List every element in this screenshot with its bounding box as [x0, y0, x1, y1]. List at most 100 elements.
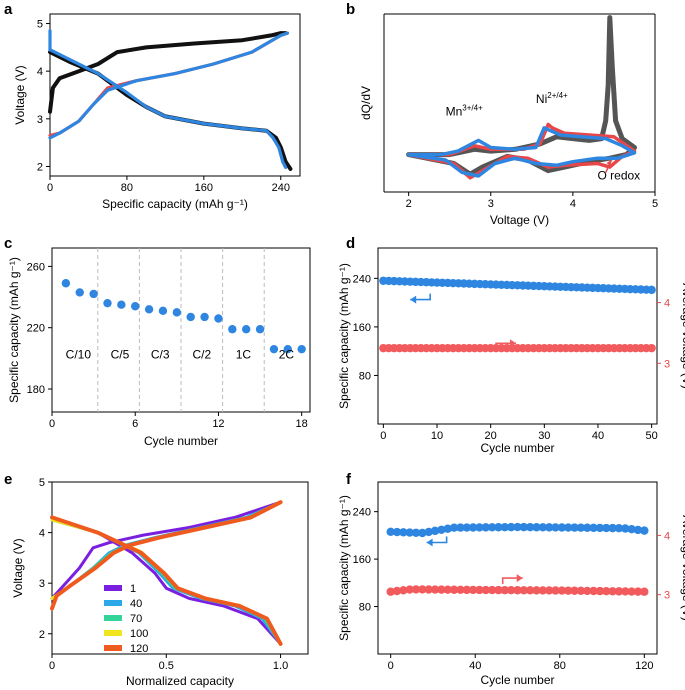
x-axis-label-a: Specific capacity (mAh g⁻¹)	[102, 197, 248, 211]
data-point-f-right	[405, 585, 414, 594]
y-tick-label-e: 5	[39, 477, 45, 489]
data-point-f-right	[538, 586, 548, 595]
y-tick-label-d: 240	[353, 273, 371, 285]
x-tick-label-d: 10	[431, 430, 443, 442]
panel-letter-b: b	[346, 1, 355, 18]
series-charge-e-1	[50, 500, 283, 600]
data-point-f-right	[545, 586, 554, 595]
data-point-f-right	[602, 586, 611, 596]
rate-label-0: C/10	[66, 347, 92, 361]
data-point-f-right	[494, 585, 503, 595]
y-tick-label-d: 80	[359, 370, 371, 382]
data-point-f-left	[392, 527, 402, 537]
data-point-f-left	[386, 527, 395, 537]
data-point-f-right	[576, 586, 586, 596]
x-tick-label-f: 120	[635, 660, 653, 672]
rate-label-2: C/3	[151, 347, 170, 361]
y-tick-label-e: 3	[39, 578, 45, 590]
panel-b-dqdv-plot: 2 3 4 5 Mn3+/4+ Ni2+/4+ O redox Voltage (V) dQ/d…	[359, 13, 658, 227]
series-line-a-blue-discharge	[48, 48, 288, 169]
data-point-f-right	[487, 585, 497, 595]
panel-d-cycling-50: 0 10 20 30 40 50 80 160 240 3 4 Cycle number Specifi…	[337, 247, 685, 455]
series-line-a-red	[48, 31, 290, 138]
data-point-f-left	[570, 523, 579, 532]
panel-f-cycling-120: 0 40 80 120 80 160 240 3 4 Cycle number Specific c…	[337, 481, 685, 687]
x-tick-label-f: 80	[554, 660, 566, 672]
series-line-a-black	[48, 31, 288, 114]
arrow-shaft-d	[495, 342, 517, 350]
data-point-f-right	[468, 585, 478, 595]
x-tick-label-e: 0.5	[159, 660, 174, 672]
data-point-c	[200, 312, 209, 322]
data-point-f-right	[570, 586, 579, 595]
data-point-f-left	[424, 527, 433, 537]
legend-label-70: 70	[130, 613, 142, 625]
data-point-f-left	[481, 523, 490, 532]
y-axis-label-a: Voltage (V)	[13, 65, 27, 124]
y-axis-label-e: Voltage (V)	[11, 538, 25, 597]
data-point-f-left	[602, 523, 611, 533]
data-point-c	[228, 325, 237, 334]
plot-frame-e	[51, 481, 309, 655]
data-point-c	[144, 305, 154, 314]
data-point-f-left	[640, 526, 649, 535]
series-discharge-e-120	[50, 515, 283, 646]
data-point-f-right	[525, 586, 535, 595]
data-point-f-right	[627, 587, 636, 596]
data-point-f-left	[525, 522, 535, 532]
y2-tick-label-d: 4	[664, 298, 670, 310]
panel-letter-a: a	[4, 1, 13, 18]
o-redox-arrow-head	[606, 159, 612, 166]
data-point-f-right	[411, 585, 421, 594]
data-point-f-right	[386, 587, 395, 596]
data-point-f-left	[500, 522, 510, 532]
y-tick-label-a: 4	[37, 66, 43, 78]
plot-frame-d	[377, 247, 658, 425]
legend-arrow-f-right	[501, 574, 523, 585]
data-point-f-left	[608, 523, 617, 533]
data-point-c	[172, 308, 182, 317]
y2-axis-label-f: Average voltage (V)	[680, 515, 685, 621]
data-point-c	[297, 344, 306, 354]
x-tick-label-c: 6	[132, 418, 138, 430]
data-point-f-left	[545, 523, 554, 532]
data-point-d-right	[647, 343, 656, 353]
panel-letter-c: c	[4, 235, 12, 252]
arrow-head-d	[410, 295, 417, 304]
plot-frame-f	[377, 481, 658, 655]
data-point-f-right	[418, 585, 427, 594]
panel-c-rate-capability: C/10 C/5 C/3 C/2 1C 2C 0 6 12 18 180 220 260 Cycle nu…	[7, 247, 311, 448]
data-point-f-right	[481, 585, 490, 595]
data-point-f-right	[430, 585, 440, 594]
arrow-head-f	[516, 574, 523, 583]
legend-arrow-d-left	[410, 293, 431, 304]
data-point-f-left	[462, 523, 471, 532]
data-point-f-right	[519, 586, 529, 595]
x-axis-label-c: Cycle number	[144, 434, 218, 448]
x-axis-label-f: Cycle number	[480, 673, 554, 687]
x-tick-label-c: 12	[212, 418, 224, 430]
data-point-f-left	[506, 522, 516, 532]
y2-tick-label-f: 3	[664, 590, 670, 602]
data-point-f-right	[500, 585, 510, 595]
y-tick-label-c: 260	[27, 261, 45, 273]
data-point-f-left	[399, 528, 408, 537]
data-point-f-right	[564, 586, 573, 595]
x-tick-label-a: 240	[272, 182, 290, 194]
data-point-f-right	[475, 585, 484, 595]
data-point-f-left	[627, 525, 636, 534]
annotation-b-2: O redox	[598, 169, 641, 183]
data-point-d-left	[647, 285, 656, 295]
panel-letter-e: e	[4, 471, 12, 488]
x-tick-label-d: 20	[485, 430, 497, 442]
arrow-head-f	[426, 538, 433, 547]
data-point-c	[255, 325, 265, 334]
data-point-f-right	[589, 586, 598, 596]
data-point-f-left	[589, 523, 598, 533]
x-tick-label-c: 18	[296, 418, 308, 430]
arrow-head-d	[510, 339, 517, 348]
data-point-f-right	[640, 587, 649, 596]
watermark-text: 知乎 @能源学人	[527, 621, 651, 640]
y-tick-label-d: 160	[353, 322, 371, 334]
